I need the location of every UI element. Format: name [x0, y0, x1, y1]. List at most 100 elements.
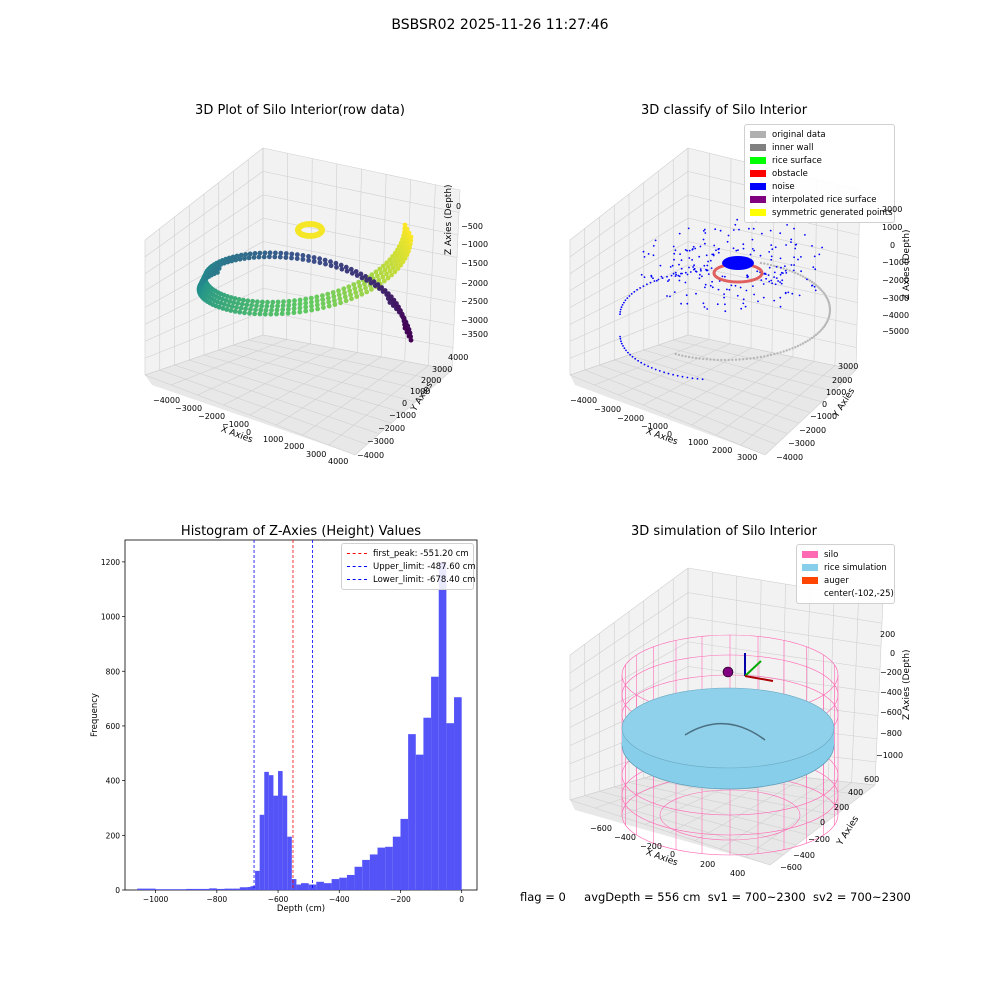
scatter-point [392, 258, 397, 263]
scatter-point [387, 268, 393, 274]
legend-swatch [750, 170, 766, 177]
scatter-point [737, 249, 739, 251]
scatter-point [652, 245, 655, 247]
tick-label: −200 [808, 835, 830, 844]
scatter-point [640, 361, 643, 364]
scatter-point [688, 257, 691, 259]
scatter-point [769, 353, 773, 357]
rice-surface-dip [684, 723, 766, 741]
legend-line-swatch [347, 579, 367, 580]
y-tick-label: 400 [106, 777, 121, 786]
floor-pane [570, 335, 856, 455]
scatter-point [785, 349, 788, 352]
scatter-point [309, 299, 314, 305]
tick-label: −1000 [882, 258, 910, 267]
histogram-bar [408, 734, 416, 890]
tick-label: 600 [864, 775, 880, 784]
scatter-point [791, 292, 794, 295]
scatter-point [678, 279, 681, 282]
scatter-point [717, 288, 720, 291]
scatter-point [728, 288, 731, 291]
scatter-point [402, 325, 408, 331]
scatter-point [654, 368, 657, 371]
scatter-point [678, 263, 680, 266]
scatter-point [375, 273, 380, 279]
scatter-point [713, 244, 716, 247]
legend-entry: Upper_limit: -487.60 cm [347, 560, 476, 573]
scatter-point [717, 251, 720, 254]
scatter-point [385, 264, 391, 270]
scatter-point [709, 358, 712, 361]
legend-label: inner wall [772, 142, 814, 153]
scatter-point [642, 285, 645, 287]
scatter-point [771, 282, 773, 285]
scatter-point [814, 268, 817, 271]
tick-label: −1000 [876, 751, 904, 760]
scatter-point [674, 249, 677, 252]
scatter-point [704, 232, 707, 234]
scatter-point [244, 302, 250, 308]
scatter-point [256, 254, 262, 260]
scatter-point [354, 294, 360, 299]
scatter-point [250, 298, 255, 304]
scatter-point [674, 271, 677, 274]
histogram-bar [155, 889, 164, 890]
tick-label: −4000 [153, 396, 181, 405]
tick-label: 0 [667, 430, 673, 439]
scatter-point [794, 346, 797, 349]
scatter-point [309, 303, 314, 309]
scatter-point [225, 303, 231, 308]
scatter-point [726, 240, 729, 243]
legend-label: center(-102,-25) [824, 588, 894, 599]
scatter-point [704, 286, 706, 289]
scatter-point [672, 272, 675, 275]
scatter-point [347, 288, 353, 294]
scatter-point [684, 355, 687, 358]
scatter-point [274, 307, 280, 313]
grid-line [262, 334, 453, 371]
tick-label: −1000 [222, 420, 250, 429]
scatter-point [326, 299, 332, 305]
scatter-point [788, 269, 791, 272]
scatter-point [779, 281, 781, 283]
scatter-point [317, 256, 322, 262]
grid-line [262, 241, 457, 281]
scatter-point [752, 356, 756, 360]
scatter-point [828, 308, 832, 312]
panel1-zlabel: Z Axies (Depth) [444, 184, 454, 255]
scatter-point [726, 288, 728, 291]
scatter-point [647, 253, 650, 255]
scatter-point [679, 253, 681, 255]
grid-line [667, 352, 773, 416]
x-tick-label: 0 [459, 895, 464, 904]
scatter-point [788, 348, 791, 351]
scatter-point [229, 304, 235, 309]
scatter-point [297, 297, 303, 303]
scatter-point [795, 243, 798, 246]
histogram-bar [273, 795, 279, 890]
scatter-point [264, 303, 270, 309]
scatter-point [769, 229, 772, 232]
scatter-point [257, 311, 263, 317]
scatter-point [261, 254, 267, 260]
scatter-point [325, 291, 331, 297]
legend-label: obstacle [772, 168, 808, 179]
scatter-point [283, 251, 289, 256]
tick-label: −600 [590, 824, 612, 833]
scatter-point [678, 232, 681, 235]
scatter-point [727, 234, 730, 237]
scatter-point [775, 265, 778, 268]
tick-label: −2000 [799, 426, 827, 435]
scatter-point [297, 301, 303, 307]
scatter-point [647, 365, 649, 368]
grid-line [218, 349, 416, 403]
scatter-point [678, 275, 681, 278]
scatter-point [673, 258, 675, 261]
tick-label: 2000 [712, 446, 733, 455]
scatter-point [675, 273, 678, 276]
scatter-points [196, 221, 414, 343]
scatter-point [694, 247, 697, 250]
scatter-point [381, 278, 387, 284]
scatter-point [748, 227, 750, 230]
legend-entry: obstacle [750, 167, 889, 180]
